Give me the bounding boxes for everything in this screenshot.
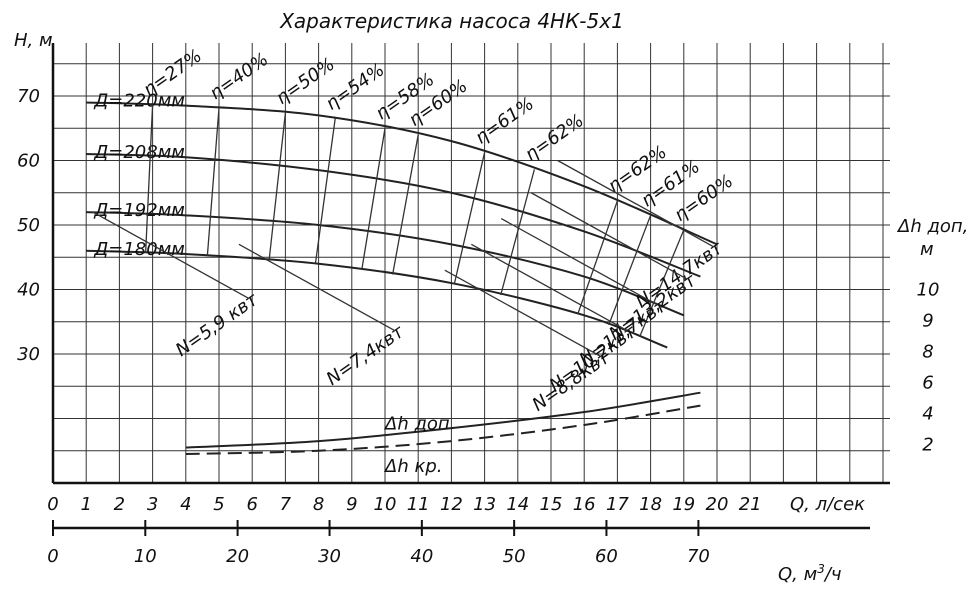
x2-tick-label: 60 — [595, 546, 618, 567]
power-line — [92, 211, 250, 299]
head-curve-1 — [86, 153, 701, 278]
x2-tick-label: 20 — [226, 546, 249, 567]
x-tick-label: 19 — [672, 494, 695, 515]
y-tick-label: 40 — [17, 280, 40, 301]
right-tick-label: 9 — [922, 310, 933, 331]
x-tick-label: 18 — [639, 494, 662, 515]
head-curve-0 — [86, 101, 718, 246]
power-line — [238, 243, 396, 332]
x-tick-label: 6 — [246, 494, 257, 515]
diameter-label: Д=192мм — [93, 200, 185, 221]
x-tick-label: 16 — [573, 494, 596, 515]
right-tick-label: 8 — [922, 341, 933, 362]
x-tick-label: 10 — [374, 494, 397, 515]
efficiency-line — [144, 104, 154, 253]
efficiency-line — [391, 134, 419, 275]
x2-tick-label: 50 — [503, 546, 526, 567]
npsh-curve-1 — [185, 404, 701, 455]
power-line — [557, 159, 714, 248]
y-tick-label: 60 — [17, 151, 40, 172]
x-tick-label: 17 — [606, 494, 629, 515]
y-tick-label: 70 — [17, 86, 40, 107]
x-tick-label: 5 — [213, 494, 224, 515]
head-curve-2 — [86, 211, 685, 317]
x-tick-label: 0 — [47, 494, 58, 515]
x-tick-label: 13 — [473, 494, 496, 515]
y-axis-label: Н, м — [14, 30, 53, 51]
efficiency-label: η=62% — [521, 110, 588, 165]
x-tick-label: 12 — [440, 494, 463, 515]
x2-tick-label: 40 — [410, 546, 433, 567]
right-tick-label: 10 — [917, 280, 940, 301]
x-axis-label-secondary: Q, м3/ч — [778, 562, 842, 585]
npsh-crit-label: Δh кр. — [383, 456, 442, 477]
efficiency-line — [206, 108, 220, 256]
efficiency-line — [453, 152, 486, 284]
x-tick-label: 8 — [313, 494, 324, 515]
efficiency-line — [500, 169, 536, 296]
x-axis-label-secondary-base: Q, м — [778, 564, 817, 585]
x-tick-label: 21 — [739, 494, 762, 515]
x2-tick-label: 0 — [47, 546, 58, 567]
npsh-allow-label: Δh доп — [383, 413, 450, 434]
x-tick-label: 7 — [280, 494, 292, 515]
x2-tick-label: 10 — [134, 546, 157, 567]
npsh-curve-0 — [185, 391, 701, 449]
x2-tick-label: 30 — [318, 546, 341, 567]
x-tick-label: 20 — [706, 494, 729, 515]
diameter-label: Д=180мм — [93, 239, 185, 260]
power-line — [500, 217, 658, 306]
x-axis-label-secondary-tail: /ч — [823, 564, 842, 585]
x-tick-label: 4 — [180, 494, 191, 515]
npsh-curves: Δh доп Δh кр. — [185, 391, 701, 477]
y-tick-label: 30 — [17, 344, 40, 365]
power-label: N=7,4квт — [323, 321, 408, 390]
right-axis-unit: м — [920, 239, 934, 260]
efficiency-line — [608, 215, 652, 326]
efficiency-line — [314, 118, 336, 264]
diameter-label: Д=208мм — [93, 142, 185, 163]
x-tick-label: 15 — [540, 494, 563, 515]
x-axis-label-secondary-sup: 3 — [817, 562, 825, 576]
x-tick-label: 2 — [114, 494, 125, 515]
efficiency-line — [361, 128, 386, 271]
x-tick-label: 9 — [346, 494, 357, 515]
efficiency-line — [639, 229, 685, 338]
right-tick-label: 4 — [922, 403, 933, 424]
y-tick-label: 50 — [17, 215, 40, 236]
x-axis-label-primary: Q, л/сек — [790, 494, 865, 515]
right-tick-label: 6 — [922, 372, 933, 393]
x-tick-label: 3 — [147, 494, 158, 515]
right-axis-title: Δh доп, — [896, 216, 968, 237]
x2-tick-label: 70 — [687, 546, 710, 567]
x-tick-label: 1 — [80, 494, 91, 515]
right-tick-label: 2 — [922, 434, 933, 455]
head-curves: Д=220мм Д=208мм Д=192мм Д=180мм — [86, 90, 718, 349]
efficiency-line — [577, 200, 619, 314]
head-curve-3 — [86, 249, 668, 349]
power-line — [471, 243, 628, 332]
chart-title: Характеристика насоса 4НК-5х1 — [279, 9, 624, 33]
power-line — [530, 192, 688, 280]
x-tick-label: 14 — [506, 494, 529, 515]
efficiency-line — [268, 112, 287, 261]
power-label: N=8,8квт — [529, 347, 614, 416]
efficiency-label: η=61% — [471, 93, 538, 148]
power-line — [444, 269, 602, 358]
axes: 0 1 2 3 4 5 6 7 8 9 10 11 12 13 14 15 16 17 18 19 20 210 10 20 3… — [17, 43, 939, 567]
efficiency-lines: η=27% η=40% η=50%η=54%η=58%η=60% η=61%η=62%… — [92, 45, 737, 416]
x-tick-label: 11 — [407, 494, 430, 515]
diameter-label: Д=220мм — [93, 90, 185, 111]
